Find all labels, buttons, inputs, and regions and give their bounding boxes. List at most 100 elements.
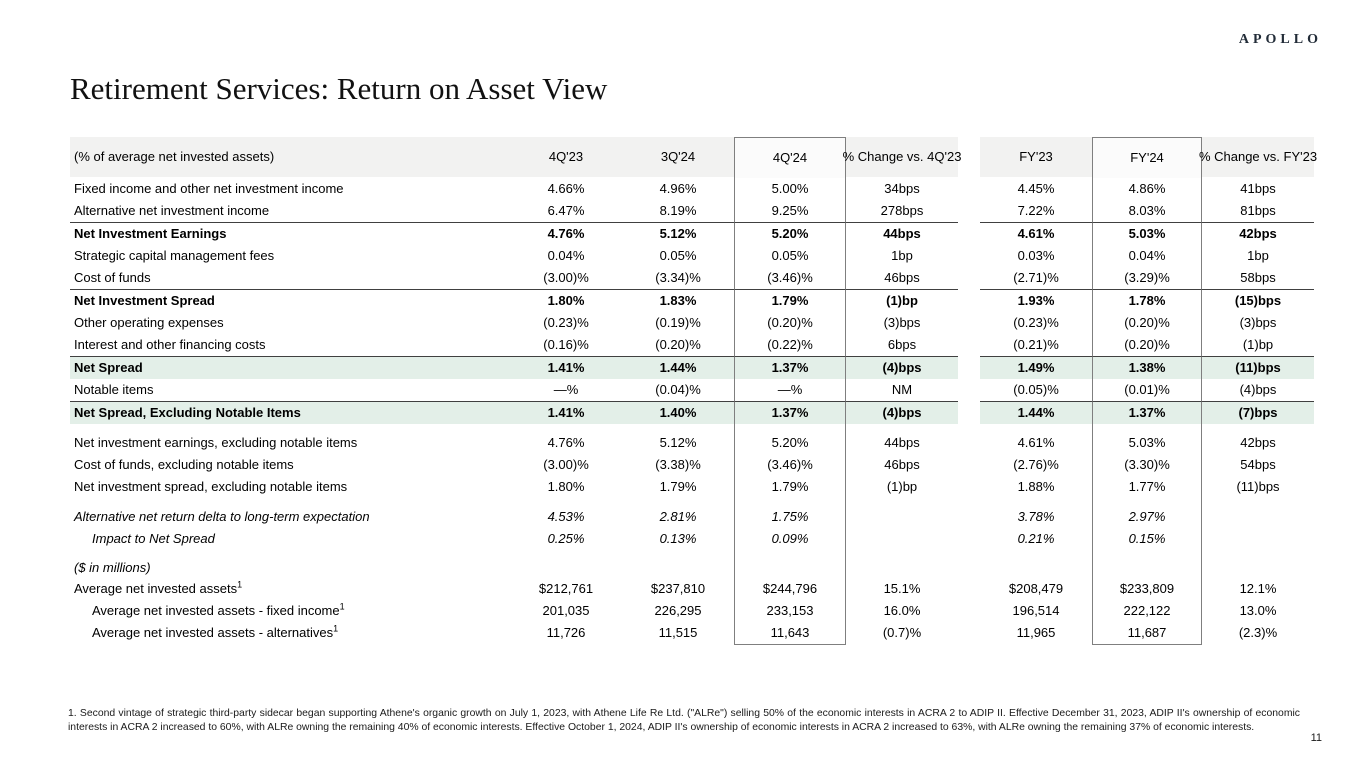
value-cell — [1092, 550, 1202, 558]
value-cell: 1.79% — [734, 289, 846, 312]
value-cell: (1)bp — [846, 289, 958, 312]
value-cell: 11,687 — [1092, 622, 1202, 645]
value-cell: (15)bps — [1202, 289, 1314, 312]
footnote-marker: 1 — [333, 623, 339, 634]
value-cell: 11,726 — [546, 625, 586, 640]
table-row: Alternative net return delta to long-ter… — [70, 506, 1314, 528]
table-row: Net Spread 1.41% 1.44% 1.37% (4)bps 1.49% 1.38… — [70, 356, 1314, 379]
column-gap — [958, 356, 980, 378]
column-gap — [958, 245, 980, 267]
row-label-cell: Alternative net return delta to long-ter… — [74, 509, 370, 524]
value-cell: 3.78% — [1017, 509, 1055, 524]
value-cell: $244,796 — [734, 578, 846, 600]
row-label-cell: Other operating expenses — [74, 315, 224, 330]
value-cell — [1202, 558, 1314, 578]
value-cell: 4.86% — [1092, 178, 1202, 200]
row-label-cell: Fixed income and other net investment in… — [74, 181, 344, 196]
value-cell — [846, 550, 958, 558]
page-number: 11 — [1310, 732, 1322, 744]
value-cell: —% — [734, 379, 846, 401]
row-label-cell: Impact to Net Spread — [92, 531, 215, 546]
value-cell: (3.30)% — [1092, 454, 1202, 476]
value-cell: 42bps — [1240, 435, 1276, 450]
value-cell: 5.12% — [659, 435, 697, 450]
value-cell: (3)bps — [1239, 315, 1277, 330]
column-gap — [958, 222, 980, 244]
header-cell: 3Q'24 — [622, 137, 734, 177]
header-cell: 4Q'23 — [510, 137, 622, 177]
value-cell: 16.0% — [883, 603, 921, 618]
row-label-cell: Net Spread — [70, 356, 510, 379]
column-gap — [958, 454, 980, 476]
value-cell — [846, 424, 958, 432]
header-cell: FY'24 — [1092, 137, 1202, 178]
column-gap — [958, 401, 980, 423]
row-label-cell: Notable items — [74, 382, 154, 397]
value-cell: 5.03% — [1092, 432, 1202, 454]
column-gap — [958, 498, 980, 506]
value-cell: 1.80% — [510, 289, 622, 312]
value-cell: (11)bps — [1236, 479, 1280, 494]
row-label-cell — [70, 424, 510, 432]
row-label-cell — [70, 550, 510, 558]
value-cell: 0.05% — [734, 245, 846, 267]
table-row: Average net invested assets1 $212,761 $237… — [70, 578, 1314, 600]
value-cell: $233,809 — [1092, 578, 1202, 600]
value-cell: 1.75% — [734, 506, 846, 528]
table-row: ($ in millions) — [70, 558, 1314, 578]
row-label-cell: Alternative net investment income — [74, 203, 270, 218]
table-row: Net investment spread, excluding notable… — [70, 476, 1314, 498]
value-cell: 46bps — [884, 270, 920, 285]
value-cell: 58bps — [1240, 270, 1276, 285]
value-cell: 0.05% — [659, 248, 697, 263]
value-cell: (0.05)% — [1013, 382, 1059, 397]
value-cell: 4.61% — [980, 222, 1092, 245]
row-label-cell: Cost of funds, excluding notable items — [74, 457, 294, 472]
row-label-cell: Net Investment Earnings — [70, 222, 510, 245]
column-gap — [958, 476, 980, 498]
value-cell — [734, 558, 846, 578]
value-cell: (0.20)% — [1092, 334, 1202, 356]
value-cell: 1.41% — [510, 401, 622, 424]
row-label-cell: Average net invested assets1 — [74, 579, 243, 596]
value-cell: 6bps — [887, 337, 917, 352]
value-cell: 44bps — [846, 222, 958, 245]
column-gap — [958, 424, 980, 432]
value-cell: (0.04)% — [655, 382, 701, 397]
row-label-cell: Net Investment Spread — [70, 289, 510, 312]
value-cell — [846, 528, 958, 550]
header-label-cell: (% of average net invested assets) — [70, 137, 510, 177]
value-cell: (3.29)% — [1092, 267, 1202, 289]
value-cell: (0.22)% — [734, 334, 846, 356]
value-cell: (2.3)% — [1238, 625, 1278, 640]
page-title: Retirement Services: Return on Asset Vie… — [70, 70, 608, 106]
value-cell — [1202, 550, 1314, 558]
value-cell: 0.13% — [659, 531, 697, 546]
value-cell: 11,965 — [1016, 625, 1056, 640]
value-cell: 5.03% — [1092, 222, 1202, 245]
value-cell — [622, 558, 734, 578]
table-row: Cost of funds, excluding notable items (3… — [70, 454, 1314, 476]
row-label-cell: Net investment earnings, excluding notab… — [74, 435, 358, 450]
value-cell: (0.19)% — [655, 315, 701, 330]
value-cell: NM — [891, 382, 913, 397]
value-cell: 4.76% — [547, 435, 585, 450]
value-cell: 44bps — [884, 435, 920, 450]
value-cell — [734, 498, 846, 506]
apollo-logo: APOLLO — [1238, 32, 1322, 47]
column-gap — [958, 312, 980, 334]
spacer-row — [70, 550, 1314, 558]
column-gap — [958, 334, 980, 356]
column-gap — [958, 600, 980, 622]
value-cell: 201,035 — [542, 603, 590, 618]
value-cell — [734, 424, 846, 432]
value-cell: 1.37% — [734, 401, 846, 424]
value-cell — [1202, 528, 1314, 550]
value-cell — [510, 424, 622, 432]
row-label-cell — [70, 498, 510, 506]
value-cell: 1.44% — [622, 356, 734, 379]
value-cell: 1.40% — [622, 401, 734, 424]
table-row: Average net invested assets - fixed inco… — [70, 600, 1314, 622]
table-row: Other operating expenses (0.23)% (0.19)% (0… — [70, 312, 1314, 334]
value-cell: 4.66% — [547, 181, 585, 196]
